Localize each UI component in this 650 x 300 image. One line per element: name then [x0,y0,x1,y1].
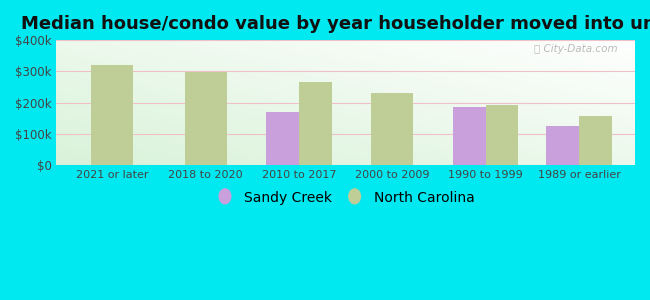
Bar [92,65,133,165]
Bar [453,107,486,165]
Bar [185,72,227,165]
Bar [299,82,332,165]
Bar [266,112,299,165]
Title: Median house/condo value by year householder moved into unit: Median house/condo value by year househo… [21,15,650,33]
Bar [371,92,413,165]
Text: ⓘ City-Data.com: ⓘ City-Data.com [534,44,618,54]
Bar [579,116,612,165]
Bar [547,126,579,165]
Bar [486,105,518,165]
Legend: Sandy Creek, North Carolina: Sandy Creek, North Carolina [211,185,480,210]
